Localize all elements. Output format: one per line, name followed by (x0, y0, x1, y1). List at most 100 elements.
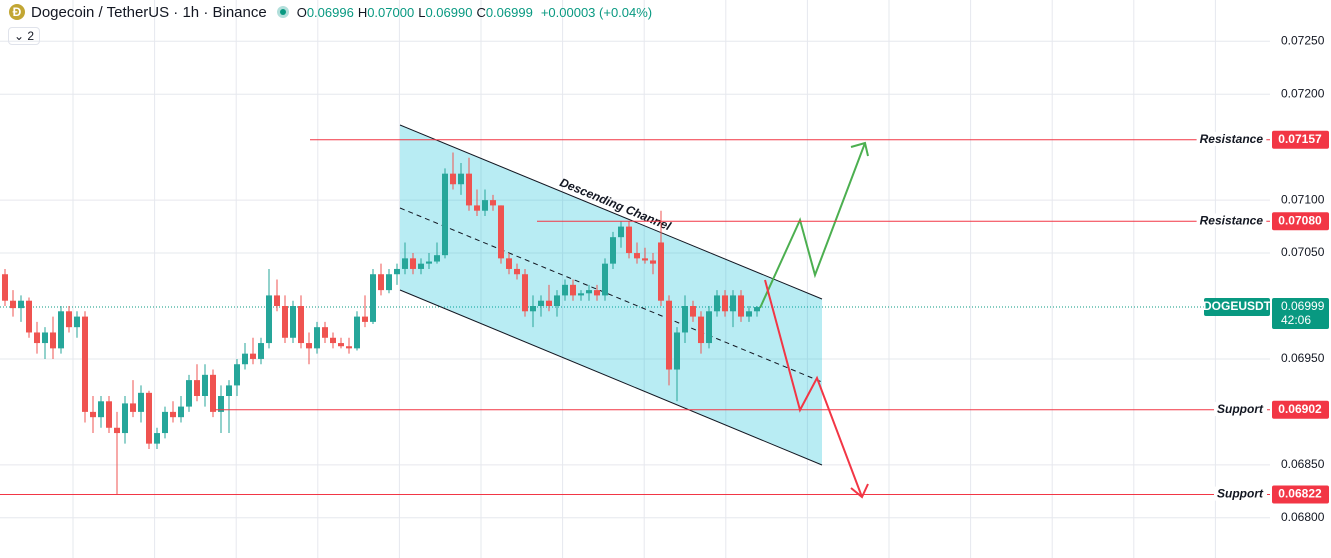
ohlc-value: 0.06990 (425, 4, 473, 20)
ohlc-value: 0.06996 (306, 4, 354, 20)
candle-body (594, 290, 600, 296)
candle-body (722, 295, 728, 312)
candle-body (498, 205, 504, 259)
change: +0.00003 (+0.04%) (540, 4, 653, 20)
level-name: Support (1217, 487, 1264, 501)
level-name: Support (1217, 402, 1264, 416)
candle-body (698, 316, 704, 344)
candle-body (738, 295, 744, 317)
candle-body (210, 374, 216, 412)
candle-body (234, 364, 240, 386)
candle-body (346, 346, 352, 349)
candle-body (362, 316, 368, 322)
y-tick-label: 0.07050 (1281, 245, 1325, 259)
candle-body (18, 300, 24, 309)
candle-body (578, 293, 584, 296)
last-price-name-bg (1204, 298, 1270, 317)
candle-body (514, 268, 520, 275)
candle-body (202, 374, 208, 396)
y-tick-label: 0.07250 (1281, 33, 1325, 47)
candle-body (690, 306, 696, 317)
candle-body (10, 300, 16, 309)
candle-body (602, 263, 608, 296)
candle-body (114, 427, 120, 434)
candle-body (530, 306, 536, 312)
candle-body (538, 300, 544, 306)
candle-body (98, 401, 104, 418)
level-name-bg (1196, 131, 1267, 146)
ohlc-key: O (296, 4, 307, 20)
candle-body (482, 200, 488, 211)
last-price-badge (1272, 298, 1329, 330)
candle-body (386, 274, 392, 291)
candle-body (714, 295, 720, 312)
candle-body (242, 353, 248, 365)
bull-arrowhead (850, 141, 869, 157)
y-tick-label: 0.06950 (1281, 351, 1325, 365)
candle-body (666, 300, 672, 370)
candle-body (554, 295, 560, 306)
status-dot (276, 6, 289, 18)
candle-body (66, 311, 72, 328)
ohlc-value: 0.06999 (485, 4, 533, 20)
candle-body (306, 343, 312, 349)
level-value: 0.06902 (1278, 402, 1322, 416)
channel-mid (399, 207, 823, 383)
grid (0, 0, 1270, 558)
candle-body (634, 253, 640, 259)
last-price-value: 0.06999 (1281, 299, 1325, 313)
candle-body (626, 226, 632, 254)
y-tick-label: 0.07200 (1281, 86, 1325, 100)
candle-body (442, 173, 448, 256)
candle-body (130, 403, 136, 412)
candle-body (74, 316, 80, 328)
candles (2, 152, 760, 495)
candle-body (658, 242, 664, 301)
indicator-toggle[interactable]: ⌄ 2 (8, 27, 41, 45)
level-name: Resistance (1200, 213, 1264, 227)
candle-body (394, 268, 400, 275)
level-name-bg (1214, 401, 1267, 416)
channel-top (399, 124, 823, 300)
candle-body (26, 300, 32, 333)
candle-body (730, 295, 736, 312)
candle-body (338, 343, 344, 347)
candle-body (122, 403, 128, 434)
candle-body (426, 261, 432, 264)
candle-body (402, 258, 408, 269)
level-name-bg (1196, 213, 1267, 228)
candle-body (474, 205, 480, 211)
candle-body (330, 337, 336, 344)
candle-body (546, 300, 552, 306)
ohlc-key: C (476, 4, 486, 20)
level-value: 0.06822 (1278, 487, 1322, 501)
candle-body (186, 380, 192, 407)
candle-body (506, 258, 512, 269)
candle-body (490, 200, 496, 206)
level-value: 0.07157 (1278, 132, 1322, 146)
candle-body (378, 274, 384, 291)
candle-body (418, 263, 424, 269)
level-value: 0.07080 (1278, 213, 1322, 227)
candle-body (146, 392, 152, 444)
candle-body (314, 327, 320, 349)
header: Ð Dogecoin / TetherUS · 1h · Binance O0.… (8, 2, 652, 22)
candle-body (218, 396, 224, 412)
candle-body (162, 411, 168, 434)
candle-body (562, 284, 568, 296)
candle-body (2, 274, 8, 301)
candle-body (82, 316, 88, 412)
level-badge (1272, 400, 1329, 419)
level-name: Resistance (1200, 132, 1264, 146)
candle-body (34, 332, 40, 344)
candle-body (258, 343, 264, 359)
candle-body (282, 306, 288, 338)
symbol-title[interactable]: Dogecoin / TetherUS · 1h · Binance (31, 3, 267, 21)
candle-body (42, 332, 48, 344)
ohlc-legend: O0.06996 H0.07000 L0.06990 C0.06999 (297, 5, 537, 20)
bull-path (759, 142, 866, 309)
candle-body (754, 307, 760, 312)
candle-body (250, 353, 256, 359)
candle-body (746, 311, 752, 317)
